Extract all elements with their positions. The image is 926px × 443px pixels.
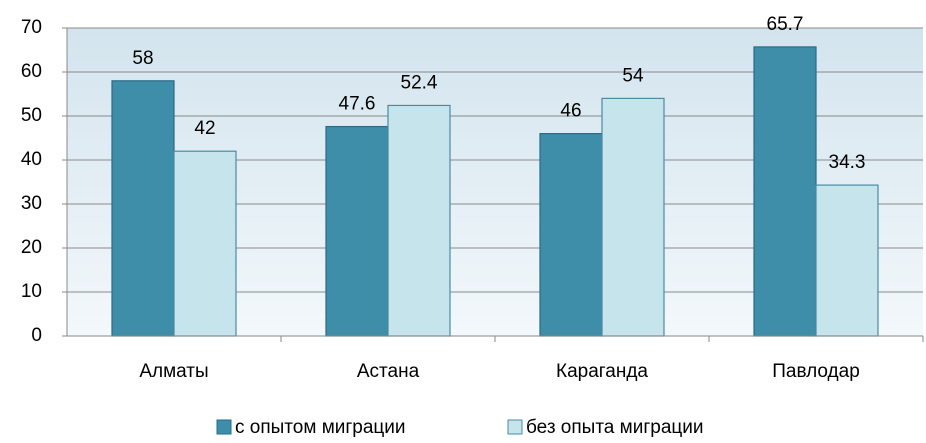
value-label: 65.7 [767,14,804,35]
value-label: 34.3 [829,152,866,173]
value-label: 42 [194,118,215,139]
value-label: 47.6 [339,94,376,115]
bar [601,97,665,337]
bar [815,184,879,337]
legend-label: без опыта миграции [526,417,704,438]
bar [387,104,451,337]
y-tick-label: 60 [21,61,42,82]
legend-label: с опытом миграции [235,417,406,438]
value-label: 58 [132,48,153,69]
y-tick-label: 10 [21,281,42,302]
y-tick-label: 30 [21,193,42,214]
x-tick-label: Алматы [139,361,208,382]
bar [539,133,603,337]
x-tick-label: Павлодар [772,361,860,382]
y-tick-label: 0 [31,325,42,346]
y-tick-label: 20 [21,237,42,258]
value-label: 54 [622,65,644,86]
y-tick-label: 70 [21,17,42,38]
y-tick-label: 50 [21,105,42,126]
value-label: 46 [560,101,581,122]
bar [173,150,237,337]
y-tick-label: 40 [21,149,42,170]
value-label: 52.4 [401,72,438,93]
bar [111,80,175,337]
legend-swatch [507,419,523,435]
bar [753,46,817,337]
x-tick-label: Астана [357,361,420,382]
bar [325,125,389,337]
x-tick-label: Караганда [556,361,648,382]
legend-swatch [216,419,232,435]
